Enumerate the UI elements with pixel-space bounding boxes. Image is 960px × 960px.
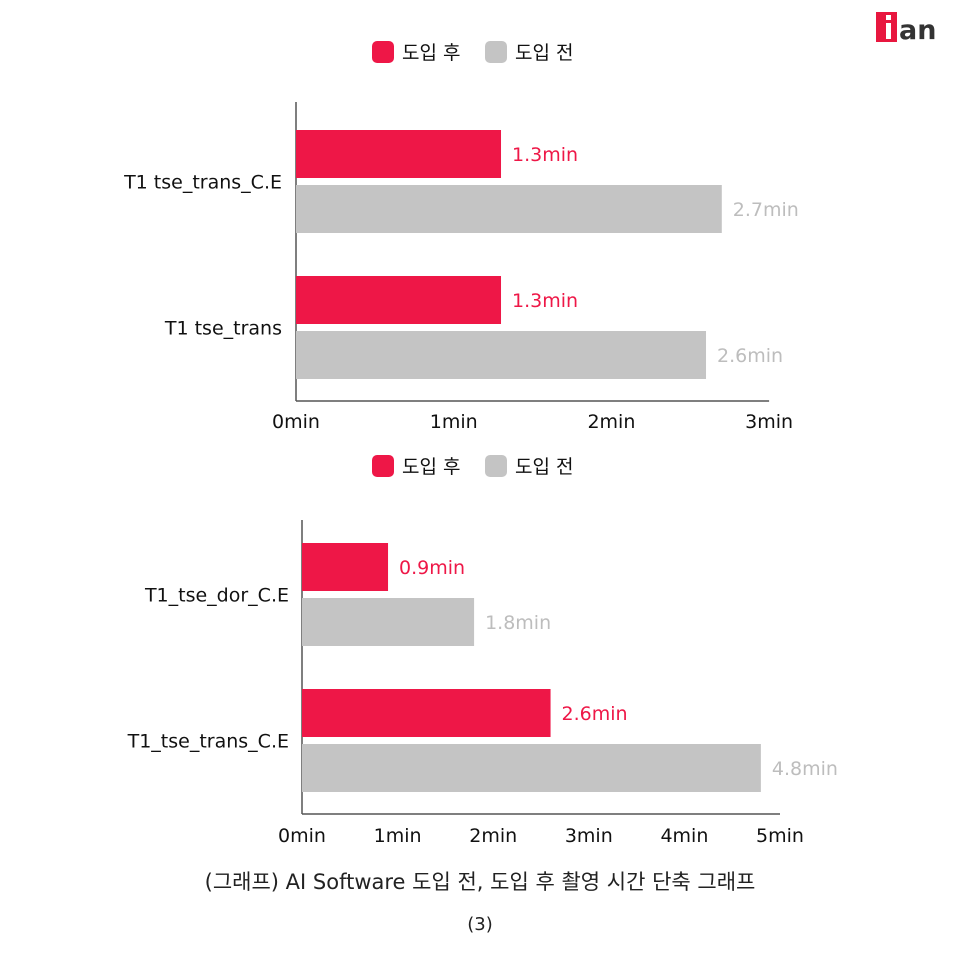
bar-before-2 — [296, 331, 707, 379]
legend-swatch-before — [485, 455, 507, 477]
value-label-before-2: 2.6min — [717, 345, 783, 367]
legend-label-before: 도입 전 — [515, 456, 573, 478]
chart-1-svg: 도입 후 도입 전 1.3min 2.7min T1 tse_trans_C.E 1.3m… — [123, 41, 799, 433]
logo-text: an — [899, 15, 936, 44]
logo-i-dot — [886, 15, 891, 20]
figure-caption-number: (3) — [467, 914, 493, 935]
value-label-after-2: 1.3min — [512, 290, 578, 312]
x-tick-label-0: 0min — [272, 411, 320, 433]
value-label-before-1: 2.7min — [733, 199, 799, 221]
x-tick-label-0: 0min — [278, 825, 326, 847]
x-tick-label-2: 2min — [587, 411, 635, 433]
value-label-after-1: 0.9min — [399, 557, 465, 579]
value-label-before-1: 1.8min — [485, 612, 551, 634]
legend-swatch-after — [372, 41, 394, 63]
legend-label-after: 도입 후 — [402, 456, 460, 478]
legend-swatch-after — [372, 455, 394, 477]
x-tick-label-1: 1min — [374, 825, 422, 847]
legend-label-before: 도입 전 — [515, 42, 573, 64]
bar-after-1 — [302, 543, 389, 591]
bar-after-2 — [302, 689, 551, 737]
category-label-1: T1_tse_dor_C.E — [144, 585, 289, 607]
bar-after-2 — [296, 276, 502, 324]
x-tick-label-5: 5min — [756, 825, 804, 847]
chart-2-svg: 도입 후 도입 전 0.9min 1.8min T1_tse_dor_C.E 2.6min… — [127, 455, 838, 847]
x-tick-label-3: 3min — [565, 825, 613, 847]
value-label-before-2: 4.8min — [772, 758, 838, 780]
legend-swatch-before — [485, 41, 507, 63]
bar-before-1 — [302, 598, 475, 646]
category-label-1: T1 tse_trans_C.E — [123, 172, 282, 194]
bar-chart-1: 도입 후 도입 전 1.3min 2.7min T1 tse_trans_C.E 1.3m… — [0, 30, 960, 450]
bar-chart-2: 도입 후 도입 전 0.9min 1.8min T1_tse_dor_C.E 2.6min… — [0, 448, 960, 848]
value-label-after-1: 1.3min — [512, 144, 578, 166]
x-tick-label-2: 2min — [469, 825, 517, 847]
ian-logo: an — [876, 12, 948, 46]
x-tick-label-1: 1min — [430, 411, 478, 433]
x-tick-label-4: 4min — [660, 825, 708, 847]
value-label-after-2: 2.6min — [562, 703, 628, 725]
bar-before-2 — [302, 744, 761, 792]
figure-caption: (그래프) AI Software 도입 전, 도입 후 촬영 시간 단축 그래… — [204, 870, 756, 894]
bar-after-1 — [296, 130, 502, 178]
legend-label-after: 도입 후 — [402, 42, 460, 64]
category-label-2: T1 tse_trans — [164, 318, 282, 340]
logo-i-stem — [886, 23, 891, 39]
category-label-2: T1_tse_trans_C.E — [127, 731, 289, 753]
bar-before-1 — [296, 185, 722, 233]
x-tick-label-3: 3min — [745, 411, 793, 433]
